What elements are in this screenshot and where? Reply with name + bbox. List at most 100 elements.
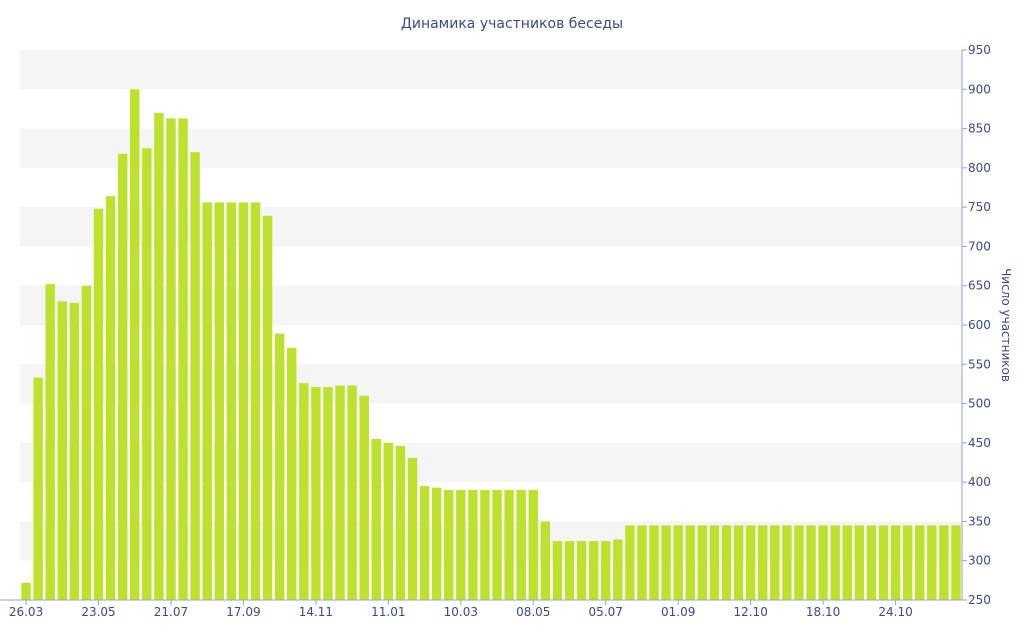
bar bbox=[613, 539, 623, 600]
bar bbox=[287, 347, 297, 600]
x-tick-label: 26.03 bbox=[9, 605, 43, 619]
bar bbox=[444, 490, 454, 600]
bar bbox=[927, 525, 937, 600]
bar bbox=[878, 525, 889, 600]
bar bbox=[733, 525, 744, 600]
grid-band bbox=[20, 50, 962, 90]
y-tick-label: 650 bbox=[968, 279, 991, 293]
y-tick-label: 350 bbox=[968, 514, 991, 528]
bar bbox=[45, 284, 55, 600]
x-tick-label: 10.03 bbox=[444, 605, 478, 619]
bar bbox=[117, 153, 128, 600]
bar bbox=[274, 333, 285, 600]
bar bbox=[564, 541, 575, 600]
bar bbox=[770, 525, 780, 600]
x-tick-label: 24.10 bbox=[878, 605, 912, 619]
x-tick-label: 12.10 bbox=[733, 605, 767, 619]
y-tick-label: 400 bbox=[968, 475, 991, 489]
bar bbox=[818, 525, 828, 600]
bar bbox=[758, 525, 768, 600]
bar bbox=[33, 377, 43, 600]
x-tick-label: 23.05 bbox=[81, 605, 115, 619]
bar bbox=[504, 490, 514, 600]
bar bbox=[625, 525, 635, 600]
grid-bands bbox=[20, 50, 962, 561]
bar bbox=[588, 541, 599, 600]
bar bbox=[745, 525, 756, 600]
bar bbox=[347, 385, 357, 600]
y-tick-label: 950 bbox=[968, 43, 991, 57]
bar bbox=[806, 525, 816, 600]
bar bbox=[311, 387, 321, 600]
y-tick-label: 500 bbox=[968, 397, 991, 411]
bar bbox=[262, 215, 273, 601]
bar bbox=[540, 521, 551, 600]
x-axis: 26.03 23.05 21.07 17.09 14.11 11.01 10.03 08.05… bbox=[0, 599, 962, 619]
bar bbox=[130, 89, 140, 601]
bar bbox=[395, 446, 406, 600]
y-tick-label: 450 bbox=[968, 436, 991, 450]
bar bbox=[226, 202, 237, 600]
bar bbox=[238, 202, 249, 600]
bar bbox=[528, 490, 538, 600]
bar bbox=[468, 490, 478, 600]
y-tick-label: 550 bbox=[968, 357, 991, 371]
bar bbox=[105, 196, 116, 600]
bar bbox=[854, 525, 865, 600]
bar bbox=[782, 525, 792, 600]
bar bbox=[685, 525, 695, 600]
bar bbox=[480, 490, 490, 600]
x-tick-label: 17.09 bbox=[226, 605, 260, 619]
chart-title: Динамика участников беседы bbox=[401, 16, 623, 32]
bar bbox=[81, 285, 92, 600]
bar bbox=[21, 582, 31, 600]
bar bbox=[890, 525, 901, 600]
y-tick-label: 300 bbox=[968, 554, 991, 568]
bar bbox=[456, 490, 466, 600]
bar bbox=[866, 525, 877, 600]
x-tick-label: 18.10 bbox=[806, 605, 840, 619]
bar bbox=[902, 525, 913, 600]
grid-band bbox=[20, 364, 962, 404]
x-tick-label: 11.01 bbox=[371, 605, 405, 619]
bar bbox=[601, 541, 611, 600]
y-tick-label: 900 bbox=[968, 82, 991, 96]
x-tick-label: 01.09 bbox=[661, 605, 695, 619]
bar bbox=[57, 301, 67, 600]
bar bbox=[709, 525, 720, 600]
bar bbox=[323, 387, 333, 600]
y-tick-label: 600 bbox=[968, 318, 991, 332]
bar bbox=[419, 486, 430, 600]
bar bbox=[661, 525, 671, 600]
bar bbox=[214, 202, 224, 600]
bar bbox=[649, 525, 659, 600]
bar bbox=[492, 490, 502, 600]
bar bbox=[673, 525, 683, 600]
x-tick-label: 08.05 bbox=[516, 605, 550, 619]
bar bbox=[552, 541, 563, 600]
y-tick-label: 250 bbox=[968, 593, 991, 607]
bar bbox=[93, 208, 104, 600]
bar bbox=[299, 383, 309, 600]
y-axis-label: Число участников bbox=[999, 268, 1013, 382]
bar bbox=[202, 202, 212, 600]
grid-band bbox=[20, 521, 962, 561]
bar bbox=[69, 303, 80, 600]
bar bbox=[335, 385, 345, 600]
bar bbox=[371, 438, 381, 600]
bar bbox=[842, 525, 852, 600]
bar bbox=[939, 525, 949, 600]
bar bbox=[178, 118, 188, 600]
y-tick-label: 750 bbox=[968, 200, 991, 214]
bar bbox=[697, 525, 708, 600]
bar bbox=[516, 490, 526, 600]
bar bbox=[359, 395, 369, 600]
bar bbox=[250, 202, 261, 600]
bar bbox=[721, 525, 732, 600]
bar bbox=[142, 148, 152, 600]
bar bbox=[915, 525, 925, 600]
bar-series bbox=[21, 89, 961, 601]
bar bbox=[431, 487, 442, 600]
y-tick-label: 850 bbox=[968, 122, 991, 136]
